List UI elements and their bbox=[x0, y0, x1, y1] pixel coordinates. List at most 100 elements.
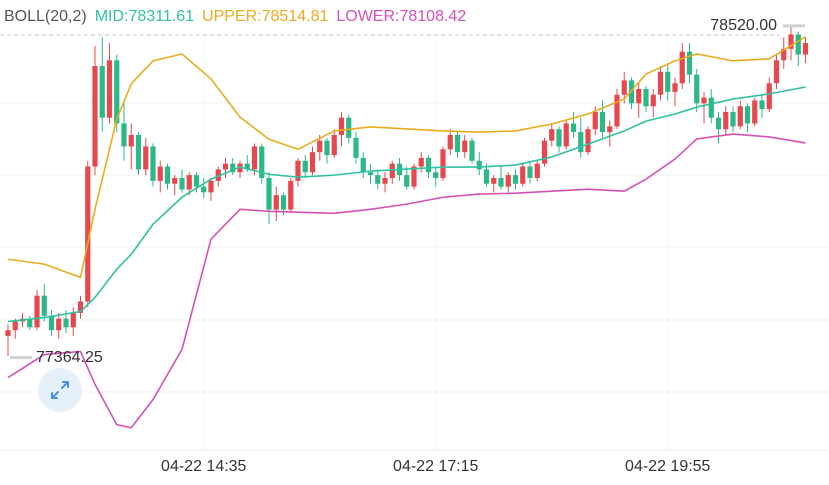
candle-body bbox=[222, 163, 229, 170]
candle-body bbox=[48, 315, 55, 331]
candle-body bbox=[41, 295, 47, 316]
candle-body bbox=[331, 134, 337, 156]
candle-body bbox=[193, 175, 200, 187]
candle-body bbox=[77, 301, 84, 313]
candle-body bbox=[418, 157, 424, 167]
candle-body bbox=[679, 51, 685, 84]
candle-body bbox=[498, 178, 504, 187]
candle-body bbox=[288, 180, 294, 210]
candle-body bbox=[520, 166, 526, 184]
candle-body bbox=[512, 175, 519, 184]
candle-body bbox=[324, 140, 330, 156]
candle-body bbox=[541, 140, 548, 164]
candle-body bbox=[752, 100, 758, 124]
candle-body bbox=[230, 163, 236, 173]
candle-body bbox=[694, 74, 700, 104]
candle-body bbox=[251, 146, 258, 170]
legend-value: 78108.42 bbox=[399, 8, 466, 25]
candle-body bbox=[280, 195, 287, 210]
band-line bbox=[7, 86, 806, 323]
legend-value: 78311.61 bbox=[129, 8, 195, 25]
candle-body bbox=[56, 318, 62, 331]
candle-body bbox=[172, 178, 178, 184]
candle-body bbox=[549, 129, 555, 141]
candle-body bbox=[382, 178, 388, 184]
candle-body bbox=[5, 330, 11, 336]
candle-body bbox=[556, 129, 562, 147]
candle-body bbox=[483, 169, 490, 184]
candle-body bbox=[375, 175, 381, 184]
candle-body bbox=[730, 111, 736, 127]
candle-body bbox=[353, 137, 359, 158]
candle-body bbox=[781, 48, 787, 61]
candle-body bbox=[338, 117, 345, 135]
x-tick-label: 04-22 17:15 bbox=[393, 458, 479, 475]
candle-body bbox=[309, 152, 316, 173]
candle-body bbox=[85, 166, 91, 302]
candle-body bbox=[63, 318, 69, 328]
candle-body bbox=[563, 123, 569, 147]
candle-body bbox=[788, 34, 794, 49]
candle-body bbox=[302, 160, 308, 173]
legend-indicator: BOLL(20,2) bbox=[4, 8, 87, 25]
candle-body bbox=[621, 80, 627, 95]
candle-body bbox=[614, 94, 620, 127]
candle-body bbox=[592, 111, 598, 130]
candle-body bbox=[578, 132, 584, 153]
candle-body bbox=[186, 175, 192, 190]
candle-body bbox=[795, 34, 801, 55]
candle-body bbox=[244, 163, 250, 170]
legend-name: UPPER: bbox=[202, 8, 262, 25]
candle-body bbox=[585, 129, 591, 153]
candle-body bbox=[367, 172, 374, 176]
expand-button[interactable] bbox=[38, 368, 82, 412]
max-label: 78520.00 bbox=[710, 17, 777, 34]
x-tick-label: 04-22 14:35 bbox=[161, 458, 247, 475]
candle-body bbox=[636, 89, 642, 104]
candle-body bbox=[534, 163, 540, 178]
candle-body bbox=[201, 186, 207, 193]
candle-body bbox=[411, 166, 417, 187]
band-line bbox=[7, 133, 806, 429]
candle-body bbox=[34, 295, 40, 328]
candle-body bbox=[665, 71, 671, 92]
candle-body bbox=[773, 60, 780, 84]
candle-body bbox=[99, 66, 105, 118]
candle-body bbox=[143, 146, 149, 170]
candle-body bbox=[433, 172, 439, 178]
candle-body bbox=[737, 106, 743, 127]
candle-body bbox=[650, 94, 656, 107]
candle-body bbox=[686, 51, 693, 75]
candle-body bbox=[295, 160, 301, 181]
candle-body bbox=[164, 166, 171, 184]
candle-body bbox=[121, 123, 127, 147]
legend: BOLL(20,2) MID:78311.61 UPPER:78514.81 LOWE… bbox=[4, 8, 466, 25]
candle-body bbox=[389, 163, 395, 178]
candle-body bbox=[208, 180, 214, 193]
candle-body bbox=[570, 123, 577, 133]
candle-body bbox=[802, 43, 809, 55]
candle-body bbox=[766, 83, 772, 110]
candle-body bbox=[454, 134, 461, 153]
candle-body bbox=[179, 178, 185, 190]
plot bbox=[5, 25, 809, 450]
candle-body bbox=[266, 178, 272, 210]
candle-body bbox=[505, 175, 511, 187]
candle-body bbox=[607, 126, 613, 133]
candle-body bbox=[462, 140, 468, 153]
candle-body bbox=[27, 318, 33, 328]
candle-body bbox=[273, 195, 279, 210]
candle-body bbox=[135, 134, 142, 170]
candle-body bbox=[759, 100, 765, 110]
candle-body bbox=[657, 71, 664, 95]
candle-body bbox=[701, 97, 707, 104]
candle-body bbox=[150, 146, 156, 181]
candle-body bbox=[12, 321, 18, 331]
legend-name: LOWER: bbox=[336, 8, 399, 25]
candle-body bbox=[447, 134, 453, 150]
candle-body bbox=[360, 157, 366, 173]
candle-body bbox=[599, 111, 606, 133]
candle-body bbox=[259, 146, 265, 178]
candle-body bbox=[92, 66, 98, 167]
min-label: 77364.25 bbox=[36, 349, 103, 366]
